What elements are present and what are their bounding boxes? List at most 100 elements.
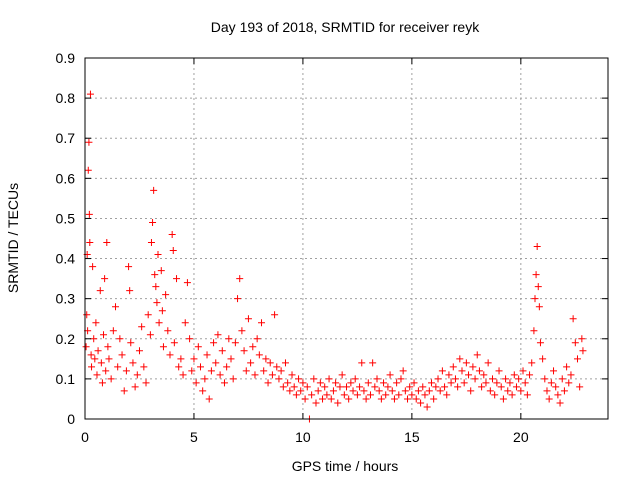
data-point	[168, 230, 176, 238]
data-point	[126, 287, 134, 295]
y-tick-label: 0.7	[56, 130, 76, 146]
data-point	[92, 319, 100, 327]
data-point	[512, 383, 520, 391]
x-tick-label: 20	[513, 429, 529, 445]
x-axis-label: GPS time / hours	[292, 458, 399, 474]
data-point	[475, 367, 483, 375]
data-point	[179, 371, 187, 379]
data-point	[273, 363, 281, 371]
data-point	[251, 371, 259, 379]
data-point	[521, 379, 529, 387]
data-point	[377, 395, 385, 403]
data-point	[414, 387, 422, 395]
data-point	[523, 391, 531, 399]
data-point	[360, 387, 368, 395]
data-point	[349, 387, 357, 395]
data-point	[297, 387, 305, 395]
y-tick-label: 0.9	[56, 50, 76, 66]
data-point	[571, 339, 579, 347]
data-point	[319, 395, 327, 403]
data-point	[133, 371, 141, 379]
data-point	[547, 379, 555, 387]
data-point	[247, 359, 255, 367]
data-point	[308, 391, 316, 399]
data-point	[104, 343, 112, 351]
data-point	[393, 379, 401, 387]
data-point	[526, 371, 534, 379]
data-point	[97, 359, 105, 367]
data-point	[192, 379, 200, 387]
data-point	[530, 327, 538, 335]
data-point	[410, 379, 418, 387]
y-tick-label: 0.1	[56, 371, 76, 387]
data-point	[153, 299, 161, 307]
data-point	[120, 387, 128, 395]
data-point	[534, 283, 542, 291]
data-point	[462, 359, 470, 367]
data-point	[96, 287, 104, 295]
data-point	[345, 395, 353, 403]
data-point	[90, 335, 98, 343]
data-point	[162, 291, 170, 299]
data-point	[404, 395, 412, 403]
data-point	[253, 335, 261, 343]
data-point	[105, 355, 113, 363]
data-point	[152, 283, 160, 291]
data-point	[519, 367, 527, 375]
data-point	[432, 383, 440, 391]
data-point	[194, 343, 202, 351]
y-tick-label: 0.4	[56, 251, 76, 267]
data-point	[369, 359, 377, 367]
data-point	[129, 359, 137, 367]
data-point	[303, 383, 311, 391]
data-point	[545, 395, 553, 403]
data-point	[454, 383, 462, 391]
data-point	[236, 275, 244, 283]
data-point	[91, 355, 99, 363]
data-point	[88, 363, 96, 371]
data-point	[87, 351, 95, 359]
x-tick-label: 5	[190, 429, 198, 445]
data-point	[242, 367, 250, 375]
data-point	[93, 371, 101, 379]
data-point	[238, 327, 246, 335]
data-point	[240, 347, 248, 355]
data-point	[98, 379, 106, 387]
data-point	[499, 395, 507, 403]
data-point	[175, 363, 183, 371]
data-point	[469, 363, 477, 371]
data-point	[353, 391, 361, 399]
data-point	[536, 339, 544, 347]
data-point	[351, 375, 359, 383]
x-tick-label: 0	[81, 429, 89, 445]
data-point	[327, 395, 335, 403]
data-point	[397, 375, 405, 383]
data-point	[491, 391, 499, 399]
data-point	[216, 371, 224, 379]
data-point	[458, 367, 466, 375]
data-point	[100, 331, 108, 339]
data-point	[135, 347, 143, 355]
data-point	[449, 363, 457, 371]
data-point	[262, 355, 270, 363]
data-point	[284, 379, 292, 387]
data-point	[264, 379, 272, 387]
data-point	[207, 367, 215, 375]
data-point	[205, 395, 213, 403]
data-point	[421, 391, 429, 399]
data-point	[157, 267, 165, 275]
data-point	[425, 387, 433, 395]
data-point	[203, 351, 211, 359]
y-tick-label: 0.8	[56, 90, 76, 106]
data-point	[465, 371, 473, 379]
data-point	[388, 387, 396, 395]
data-point	[480, 371, 488, 379]
data-point	[271, 311, 279, 319]
data-point	[510, 371, 518, 379]
data-point	[201, 375, 209, 383]
data-point	[158, 307, 166, 315]
data-point	[277, 367, 285, 375]
data-point	[125, 263, 133, 271]
data-point	[89, 263, 97, 271]
